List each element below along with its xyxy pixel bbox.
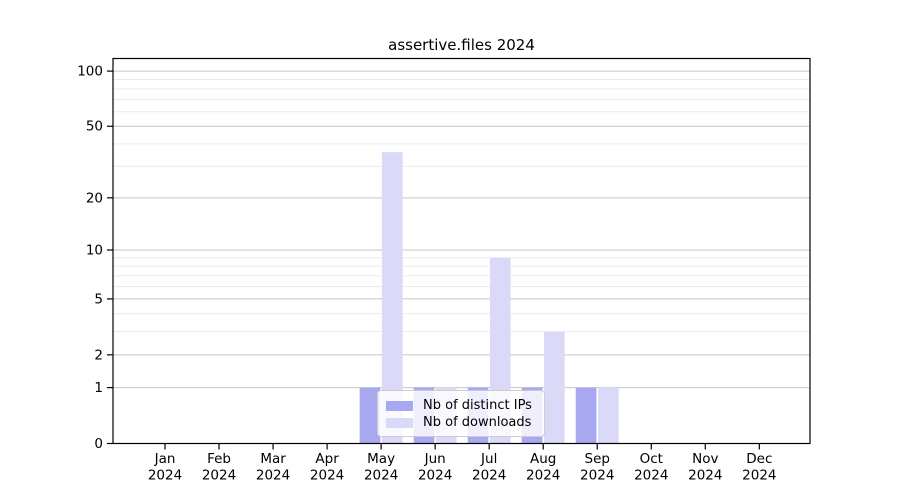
x-axis-month-label: Aug <box>530 451 556 467</box>
y-axis-tick-label: 10 <box>86 243 103 259</box>
y-axis-tick-label: 50 <box>86 119 103 135</box>
x-axis-year-label: 2024 <box>310 468 344 484</box>
x-axis-month-label: Oct <box>640 451 663 467</box>
y-axis-tick-label: 20 <box>86 190 103 206</box>
y-axis-tick-label: 1 <box>94 380 103 396</box>
x-axis-month-label: Jan <box>154 451 176 467</box>
legend-swatch-downloads <box>386 417 413 428</box>
legend-item-distinct-ips: Nb of distinct IPs <box>386 398 536 413</box>
legend-item-downloads: Nb of downloads <box>386 415 536 430</box>
legend-swatch-distinct-ips <box>386 400 413 411</box>
legend-label-downloads: Nb of downloads <box>423 415 532 430</box>
x-axis-month-label: Nov <box>692 451 718 467</box>
x-axis-month-label: Feb <box>207 451 231 467</box>
y-axis-tick-label: 2 <box>94 347 103 363</box>
x-axis-month-label: Sep <box>585 451 610 467</box>
bar-distinct-ips-sep <box>575 387 597 444</box>
x-axis-year-label: 2024 <box>688 468 722 484</box>
bar-downloads-may <box>381 152 403 444</box>
chart-title: assertive.files 2024 <box>388 36 535 54</box>
x-axis-year-label: 2024 <box>526 468 560 484</box>
y-axis-tick-label: 0 <box>94 436 103 452</box>
x-axis-year-label: 2024 <box>256 468 290 484</box>
x-axis-year-label: 2024 <box>634 468 668 484</box>
bar-downloads-aug <box>544 331 565 444</box>
x-axis-month-label: Jul <box>480 451 497 467</box>
x-axis-year-label: 2024 <box>148 468 182 484</box>
x-axis-year-label: 2024 <box>580 468 614 484</box>
x-axis-month-label: May <box>367 451 395 467</box>
x-axis-year-label: 2024 <box>364 468 398 484</box>
x-axis-month-label: Apr <box>315 451 339 467</box>
legend-label-distinct-ips: Nb of distinct IPs <box>423 398 532 413</box>
bar-distinct-ips-may <box>359 387 381 444</box>
legend: Nb of distinct IPs Nb of downloads <box>377 390 545 437</box>
x-axis-month-label: Dec <box>746 451 772 467</box>
y-axis-tick-label: 5 <box>94 291 103 307</box>
x-axis-year-label: 2024 <box>418 468 452 484</box>
x-axis-year-label: 2024 <box>472 468 506 484</box>
x-axis-year-label: 2024 <box>742 468 776 484</box>
axis-spine <box>112 57 811 445</box>
x-axis-month-label: Jun <box>424 451 446 467</box>
bar-downloads-sep <box>598 387 619 444</box>
y-axis-tick-label: 100 <box>77 64 103 80</box>
x-axis-year-label: 2024 <box>202 468 236 484</box>
x-axis-month-label: Mar <box>260 451 286 467</box>
